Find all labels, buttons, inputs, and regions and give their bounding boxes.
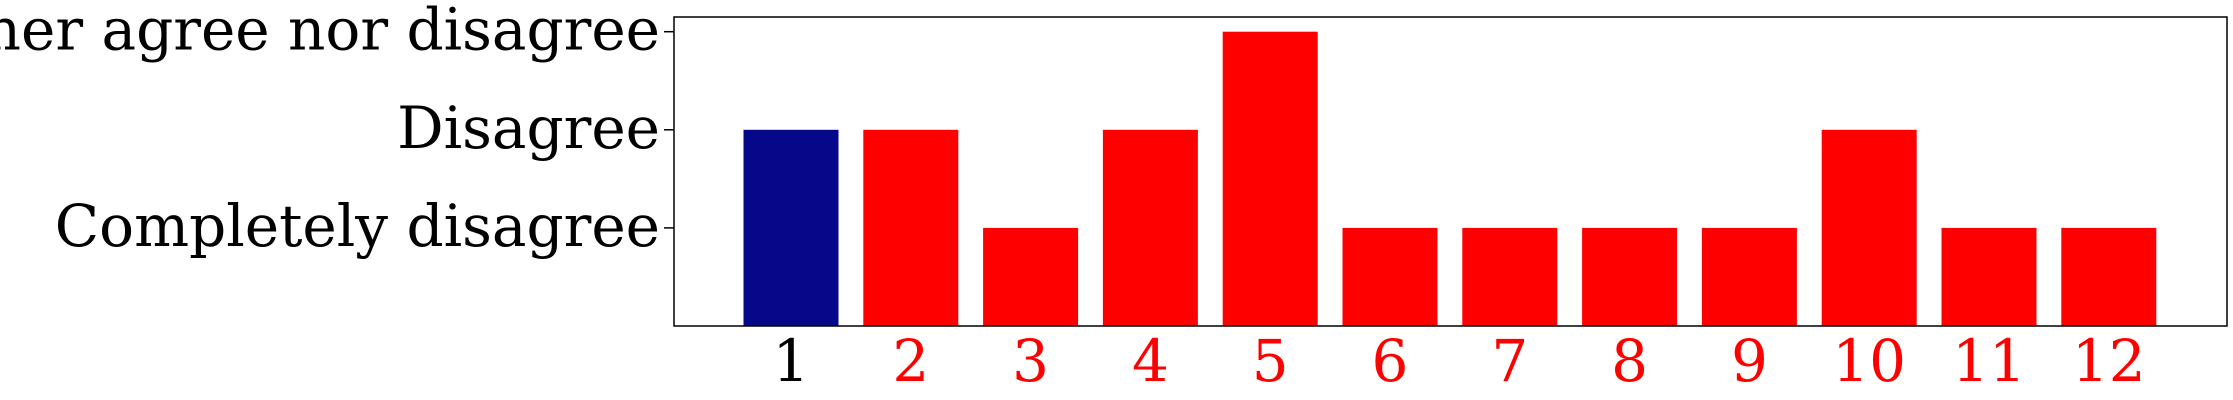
y-tick-label: Completely disagree [55, 192, 660, 260]
bar-7 [1462, 227, 1558, 326]
bar-11 [1941, 227, 2037, 326]
x-tick-label-2: 2 [892, 327, 929, 395]
x-tick-label-11: 11 [1952, 327, 2026, 395]
bar-8 [1582, 227, 1678, 326]
x-tick-label-4: 4 [1132, 327, 1169, 395]
x-tick-label-10: 10 [1832, 327, 1906, 395]
x-tick-label-7: 7 [1491, 327, 1528, 395]
plot-frame [673, 16, 2228, 327]
x-tick-label-8: 8 [1611, 327, 1648, 395]
y-tick-label: Neither agree nor disagree [0, 0, 660, 64]
bar-3 [983, 227, 1079, 326]
bar-5 [1222, 31, 1318, 326]
x-tick-label-9: 9 [1731, 327, 1768, 395]
bar-2 [863, 129, 959, 326]
x-tick-label-1: 1 [773, 327, 810, 395]
bar-9 [1701, 227, 1797, 326]
bar-6 [1342, 227, 1438, 326]
x-tick-label-12: 12 [2072, 327, 2146, 395]
x-tick-label-3: 3 [1012, 327, 1049, 395]
x-axis: 1 2 3 4 5 6 7 8 9 10 11 12 [773, 327, 2146, 395]
bars-group [743, 31, 2157, 326]
bar-12 [2061, 227, 2157, 326]
bar-10 [1821, 129, 1917, 326]
x-tick-label-6: 6 [1372, 327, 1409, 395]
x-tick-label-5: 5 [1252, 327, 1289, 395]
bar-4 [1102, 129, 1198, 326]
y-axis: Completely disagree Disagree Neither agree… [0, 0, 674, 260]
y-tick-label: Disagree [397, 94, 660, 162]
bar-1 [743, 129, 839, 326]
